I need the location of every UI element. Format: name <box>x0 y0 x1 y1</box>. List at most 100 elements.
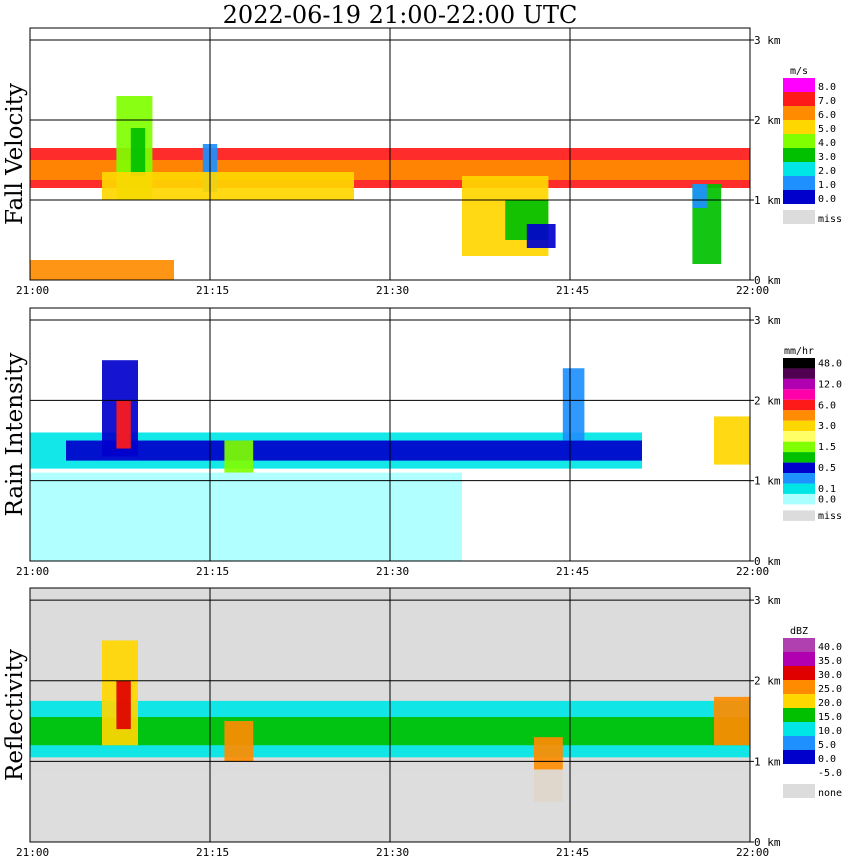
legend-swatch <box>783 694 815 708</box>
x-tick-label: 21:30 <box>376 565 409 578</box>
legend-units: m/s <box>790 66 808 77</box>
y-tick-label: 1 km <box>754 194 781 207</box>
y-tick-label: 0 km <box>754 836 781 849</box>
y-tick-label: 3 km <box>754 594 781 607</box>
x-tick-label: 21:30 <box>376 284 409 297</box>
data-cell <box>66 440 642 461</box>
legend-label: 4.0 <box>818 138 836 149</box>
legend-swatch <box>783 462 815 474</box>
data-cell <box>30 472 462 561</box>
legend-label: 25.0 <box>818 684 842 695</box>
legend-units: dBZ <box>790 626 808 637</box>
x-tick-label: 22:00 <box>736 565 769 578</box>
y-tick-label: 3 km <box>754 314 781 327</box>
legend-label: 48.0 <box>818 358 842 369</box>
legend-swatch <box>783 120 815 134</box>
legend-swatch <box>783 483 815 494</box>
legend-swatch <box>783 78 815 92</box>
legend-label: 3.0 <box>818 421 836 432</box>
legend-label: 20.0 <box>818 698 842 709</box>
panel-title: Rain Intensity <box>2 352 28 516</box>
x-tick-label: 21:15 <box>196 565 229 578</box>
x-tick-label: 21:00 <box>16 846 49 859</box>
data-cell <box>224 440 254 473</box>
data-cell <box>224 721 254 762</box>
legend-swatch <box>783 190 815 204</box>
legend-swatch <box>783 92 815 106</box>
legend-swatch <box>783 666 815 680</box>
legend-label: 12.0 <box>818 379 842 390</box>
x-tick-label: 21:45 <box>556 284 589 297</box>
legend-swatch <box>783 736 815 750</box>
legend-label: 40.0 <box>818 642 842 653</box>
legend-label: 5.0 <box>818 740 836 751</box>
y-tick-label: 1 km <box>754 475 781 488</box>
legend-swatch <box>783 148 815 162</box>
x-tick-label: 21:15 <box>196 284 229 297</box>
legend-swatch <box>783 652 815 666</box>
legend-label: 0.0 <box>818 754 836 765</box>
legend-swatch <box>783 389 815 400</box>
data-cell <box>562 368 585 441</box>
legend-label: 0.0 <box>818 494 836 505</box>
legend-label: 6.0 <box>818 400 836 411</box>
panel-title: Reflectivity <box>2 649 28 781</box>
legend-label: miss <box>818 511 842 522</box>
legend-label: 3.0 <box>818 152 836 163</box>
legend-swatch <box>783 750 815 764</box>
legend-swatch <box>783 431 815 442</box>
legend-swatch <box>783 510 815 521</box>
legend-swatch <box>783 399 815 411</box>
legend-swatch <box>783 441 815 453</box>
y-tick-label: 1 km <box>754 755 781 768</box>
data-cell <box>130 128 146 176</box>
chart-title: 2022-06-19 21:00-22:00 UTC <box>222 1 578 29</box>
legend-swatch <box>783 722 815 736</box>
data-cell <box>526 224 556 248</box>
y-tick-label: 2 km <box>754 114 781 127</box>
legend-swatch <box>783 473 815 484</box>
legend-swatch <box>783 162 815 176</box>
legend-label: 2.0 <box>818 166 836 177</box>
legend-label: 7.0 <box>818 96 836 107</box>
legend-label: 0.1 <box>818 484 836 495</box>
y-tick-label: 3 km <box>754 34 781 47</box>
y-tick-label: 0 km <box>754 555 781 568</box>
legend-label: 6.0 <box>818 110 836 121</box>
legend-swatch <box>783 452 815 463</box>
legend-label: miss <box>818 214 842 225</box>
x-tick-label: 21:00 <box>16 284 49 297</box>
legend-swatch <box>783 210 815 224</box>
legend-swatch <box>783 378 815 390</box>
legend-label: 1.0 <box>818 180 836 191</box>
legend-swatch <box>783 708 815 722</box>
legend-swatch <box>783 134 815 148</box>
legend-label: 5.0 <box>818 124 836 135</box>
legend-swatch <box>783 638 815 652</box>
data-cell <box>102 172 354 200</box>
data-cell <box>116 680 131 730</box>
x-tick-label: 21:45 <box>556 565 589 578</box>
legend-swatch <box>783 680 815 694</box>
legend-swatch <box>783 784 815 798</box>
legend-swatch <box>783 106 815 120</box>
data-cell <box>116 400 131 449</box>
legend-label: 30.0 <box>818 670 842 681</box>
legend-label: -5.0 <box>818 768 842 779</box>
x-tick-label: 21:15 <box>196 846 229 859</box>
y-tick-label: 2 km <box>754 394 781 407</box>
legend-label: 0.0 <box>818 194 836 205</box>
data-cell <box>714 696 750 746</box>
legend-label: 0.5 <box>818 463 836 474</box>
legend-label: 35.0 <box>818 656 842 667</box>
data-cell <box>714 416 750 465</box>
legend-units: mm/hr <box>784 346 814 357</box>
x-tick-label: 21:30 <box>376 846 409 859</box>
legend-swatch <box>783 176 815 190</box>
legend-label: 10.0 <box>818 726 842 737</box>
legend-label: none <box>818 788 842 799</box>
data-cell <box>692 184 707 208</box>
legend-swatch <box>783 368 815 379</box>
panel-title: Fall Velocity <box>2 83 28 225</box>
